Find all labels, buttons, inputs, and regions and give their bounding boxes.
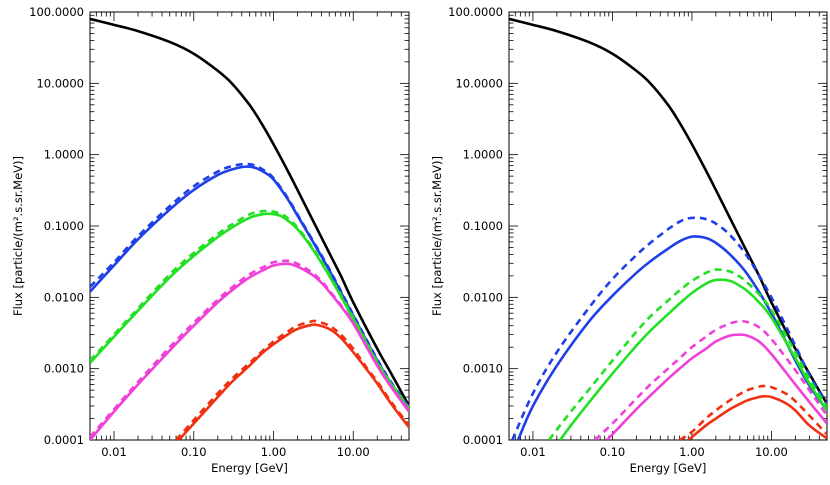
- series-group: [509, 17, 827, 440]
- x-tick-label: 1.00: [261, 445, 287, 459]
- right-panel: 0.0001 0.0010 0.0100 0.1000 1.0000 10.0000 100…: [430, 5, 828, 475]
- left-panel: 0.0001 0.0010 0.0100 0.1000 1.0000 10.0000 100…: [11, 5, 410, 475]
- x-tick-label: 0.01: [520, 445, 546, 459]
- series-magenta-solid: [90, 262, 409, 440]
- series-black-solid: [90, 17, 409, 407]
- series-red-solid: [177, 323, 409, 440]
- y-tick-label: 10.0000: [36, 76, 84, 90]
- y-tick-label: 0.1000: [44, 219, 84, 233]
- series-blue-dashed: [90, 162, 409, 408]
- x-tick-label: 10.00: [755, 445, 788, 459]
- x-tick-label: 10.00: [337, 445, 370, 459]
- y-tick-label: 0.1000: [463, 219, 503, 233]
- x-axis-label: Energy [GeV]: [211, 461, 288, 475]
- x-tick-label: 1.00: [679, 445, 705, 459]
- y-tick-label: 1.0000: [463, 148, 503, 162]
- plot-frame: [89, 11, 410, 441]
- series-blue-solid: [90, 165, 409, 409]
- series-black-solid: [509, 17, 827, 405]
- y-tick-label: 100.0000: [448, 5, 503, 19]
- y-tick-label: 0.0100: [44, 290, 84, 304]
- y-axis-label: Flux [particle/(m².s.sr.MeV)]: [430, 156, 444, 316]
- series-group: [90, 17, 409, 440]
- series-blue-dashed: [511, 216, 827, 440]
- y-tick-label: 1.0000: [44, 148, 84, 162]
- y-tick-label: 100.0000: [29, 5, 84, 19]
- y-tick-label: 0.0001: [44, 433, 84, 447]
- series-magenta-solid: [605, 333, 827, 440]
- series-magenta-dashed: [593, 319, 827, 440]
- x-axis-label: Energy [GeV]: [630, 461, 707, 475]
- y-tick-label: 0.0001: [463, 433, 503, 447]
- series-magenta-dashed: [90, 259, 409, 438]
- y-tick-label: 10.0000: [455, 76, 503, 90]
- y-tick-label: 0.0100: [463, 290, 503, 304]
- x-tick-label: 0.01: [101, 445, 127, 459]
- series-green-solid: [559, 278, 827, 440]
- series-green-solid: [90, 212, 409, 410]
- y-tick-label: 0.0010: [44, 362, 84, 376]
- series-green-dashed: [90, 209, 409, 409]
- plot-frame: [508, 11, 828, 441]
- x-tick-label: 0.10: [600, 445, 626, 459]
- x-tick-label: 0.10: [181, 445, 207, 459]
- series-green-dashed: [548, 268, 827, 440]
- y-axis-label: Flux [particle/(m².s.sr.MeV)]: [11, 156, 25, 316]
- series-blue-solid: [516, 235, 827, 440]
- series-red-dashed: [678, 384, 827, 440]
- y-tick-label: 0.0010: [463, 362, 503, 376]
- series-red-solid: [687, 394, 827, 440]
